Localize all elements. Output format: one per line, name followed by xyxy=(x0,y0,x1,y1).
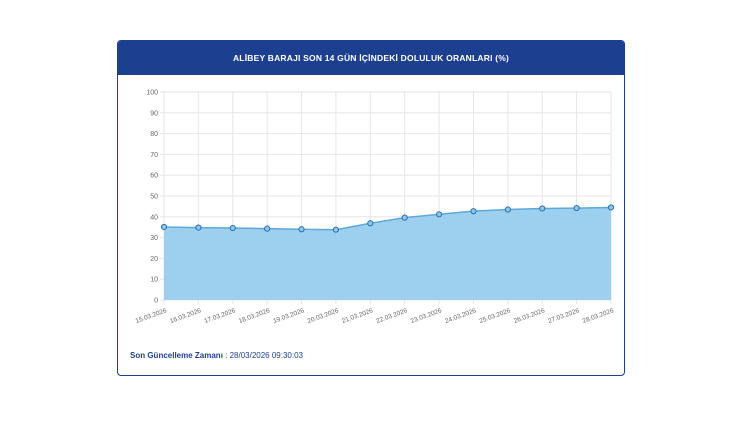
data-point[interactable] xyxy=(435,211,443,218)
last-update-label: Son Güncelleme Zamanı xyxy=(130,351,223,360)
x-tick-label: 16.03.2026 xyxy=(169,307,202,325)
x-tick-label: 26.03.2026 xyxy=(513,307,546,325)
last-update: Son Güncelleme Zamanı : 28/03/2026 09:30… xyxy=(130,351,303,360)
data-point[interactable] xyxy=(229,224,236,232)
series-line xyxy=(163,206,612,231)
y-tick-label: 30 xyxy=(150,235,158,242)
data-point[interactable] xyxy=(539,205,546,212)
series-area xyxy=(164,207,611,300)
x-tick-label: 23.03.2026 xyxy=(410,307,443,325)
data-point[interactable] xyxy=(160,223,168,231)
x-tick-label: 21.03.2026 xyxy=(341,307,374,325)
data-point[interactable] xyxy=(195,224,202,231)
y-tick-label: 20 xyxy=(150,256,158,263)
y-tick-label: 70 xyxy=(150,152,158,159)
y-tick-label: 90 xyxy=(150,110,158,117)
y-tick-label: 0 xyxy=(154,298,158,305)
data-point[interactable] xyxy=(264,225,271,232)
y-tick-label: 100 xyxy=(146,90,158,97)
x-tick-label: 15.03.2026 xyxy=(135,307,168,325)
data-point[interactable] xyxy=(504,206,511,213)
y-tick-label: 10 xyxy=(150,277,158,284)
data-point[interactable] xyxy=(332,226,340,233)
x-tick-label: 28.03.2026 xyxy=(582,307,615,325)
x-tick-label: 24.03.2026 xyxy=(444,307,477,325)
chart-title: ALİBEY BARAJI SON 14 GÜN İÇİNDEKİ DOLULU… xyxy=(118,41,624,75)
chart-series xyxy=(160,204,615,300)
y-tick-label: 40 xyxy=(150,214,158,221)
y-axis: 0 10 20 30 40 50 60 70 80 90 100 xyxy=(146,90,158,305)
x-tick-label: 19.03.2026 xyxy=(272,307,305,325)
x-tick-label: 22.03.2026 xyxy=(375,307,408,325)
y-tick-label: 50 xyxy=(150,194,158,201)
x-tick-label: 27.03.2026 xyxy=(547,307,580,325)
y-tick-label: 80 xyxy=(150,131,158,138)
data-point[interactable] xyxy=(573,204,580,212)
x-tick-label: 25.03.2026 xyxy=(479,307,512,325)
x-tick-label: 17.03.2026 xyxy=(203,307,236,325)
data-point[interactable] xyxy=(367,220,374,227)
data-point[interactable] xyxy=(470,208,477,215)
last-update-value: 28/03/2026 09:30:03 xyxy=(229,351,303,360)
data-point[interactable] xyxy=(298,226,305,233)
last-update-separator: : xyxy=(222,351,230,360)
x-tick-label: 20.03.2026 xyxy=(307,307,340,325)
data-point[interactable] xyxy=(607,204,615,211)
data-point[interactable] xyxy=(401,214,408,221)
chart-card: ALİBEY BARAJI SON 14 GÜN İÇİNDEKİ DOLULU… xyxy=(117,40,625,376)
chart-area: 0 10 20 30 40 50 60 70 80 90 100 15.03.2026 16.03.2… xyxy=(118,75,624,335)
x-tick-label: 18.03.2026 xyxy=(238,307,271,325)
doluluk-chart: 0 10 20 30 40 50 60 70 80 90 100 15.03.2026 16.03.2… xyxy=(135,90,615,326)
y-tick-label: 60 xyxy=(150,173,158,180)
x-axis: 15.03.2026 16.03.2026 17.03.2026 18.03.2026… xyxy=(135,307,615,325)
